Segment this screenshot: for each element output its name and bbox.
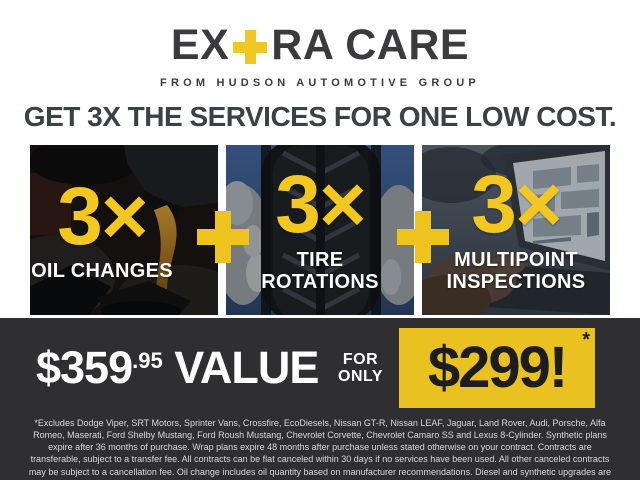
multiplier-3x: 3×	[275, 159, 366, 251]
panel-tire-rotations: 3× TIRE ROTATIONS	[226, 145, 414, 315]
sale-price-box: $299! *	[399, 328, 595, 408]
service-label-tire-rotations: TIRE ROTATIONS	[261, 248, 379, 294]
plus-icon	[233, 29, 268, 64]
service-label-multipoint-inspections: MULTIPOINT INSPECTIONS	[446, 248, 586, 294]
price-row: $359.95 VALUE FOR ONLY $299! *	[36, 328, 595, 408]
panel-oil-changes: 3× OIL CHANGES	[30, 145, 218, 315]
for-line: FOR	[342, 350, 379, 368]
disclaimer-asterisk: *	[582, 329, 590, 351]
panel-inspect-content: 3× MULTIPOINT INSPECTIONS	[422, 145, 610, 315]
panel-multipoint-inspections: 3× MULTIPOINT INSPECTIONS	[422, 145, 610, 315]
brand-tagline: FROM HUDSON AUTOMOTIVE GROUP	[160, 77, 480, 89]
service-label-oil-changes: OIL CHANGES	[31, 260, 173, 283]
headline: GET 3X THE SERVICES FOR ONE LOW COST.	[23, 101, 617, 132]
value-cents: .95	[132, 348, 163, 373]
logo-text-ra-care: RA CARE	[271, 21, 470, 69]
multiplier-3x: 3×	[471, 159, 562, 251]
sale-price: $299!	[427, 335, 568, 400]
service-panels: 3× OIL CHANGES	[30, 145, 610, 315]
only-line: ONLY	[338, 368, 383, 385]
value-dollars: $359	[36, 342, 133, 393]
multiplier-3x: 3×	[57, 170, 148, 262]
logo-text-ex: EX	[170, 21, 230, 69]
panel-oil-content: 3× OIL CHANGES	[30, 145, 196, 315]
price-band: $359.95 VALUE FOR ONLY $299! * *Excludes…	[0, 318, 640, 480]
plus-separator-icon	[397, 211, 449, 263]
value-price: $359.95 VALUE	[36, 342, 319, 394]
fine-print-disclaimer: *Excludes Dodge Viper, SRT Motors, Sprin…	[28, 418, 612, 480]
plus-separator-icon	[197, 211, 249, 263]
brand-logo: EX RA CARE	[0, 24, 640, 67]
for-only-label: FOR ONLY	[338, 351, 383, 386]
panel-tire-content: 3× TIRE ROTATIONS	[226, 145, 414, 315]
value-word: VALUE	[174, 342, 319, 393]
